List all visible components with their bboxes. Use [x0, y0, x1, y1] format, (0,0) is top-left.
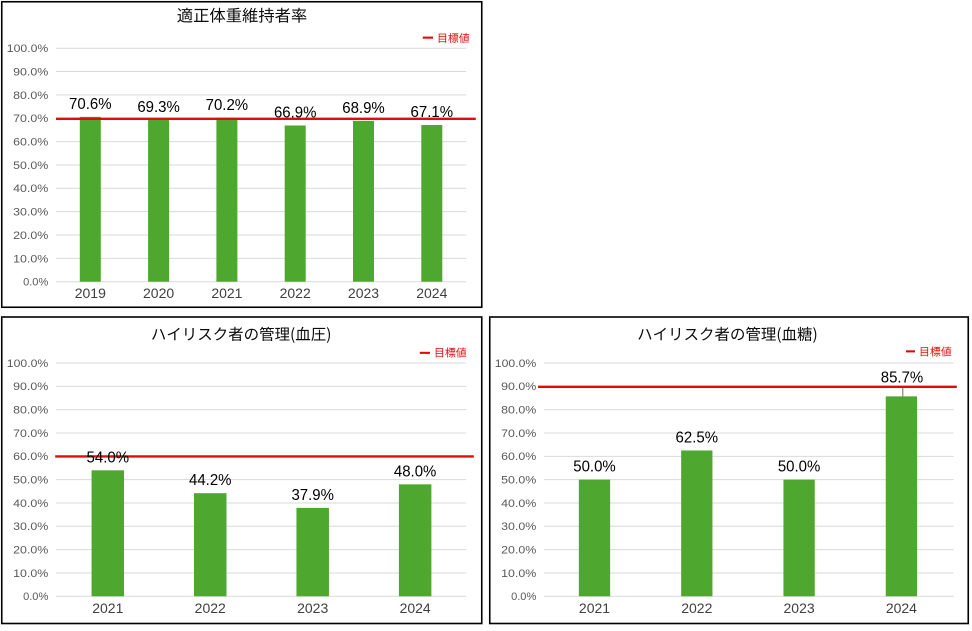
svg-text:0.0%: 0.0%: [23, 277, 48, 289]
svg-text:30.0%: 30.0%: [501, 521, 536, 533]
svg-text:2023: 2023: [297, 600, 328, 616]
svg-text:2024: 2024: [886, 600, 917, 616]
svg-text:20.0%: 20.0%: [501, 545, 536, 557]
svg-text:44.2%: 44.2%: [189, 472, 232, 489]
svg-text:90.0%: 90.0%: [501, 381, 536, 393]
svg-text:20.0%: 20.0%: [13, 545, 48, 557]
svg-text:80.0%: 80.0%: [501, 405, 536, 417]
svg-text:48.0%: 48.0%: [394, 463, 437, 480]
svg-text:30.0%: 30.0%: [13, 207, 48, 219]
svg-text:2021: 2021: [211, 285, 242, 301]
svg-text:2024: 2024: [416, 285, 447, 301]
svg-text:60.0%: 60.0%: [13, 451, 48, 463]
svg-text:90.0%: 90.0%: [13, 381, 48, 393]
svg-text:50.0%: 50.0%: [573, 459, 616, 476]
svg-text:70.2%: 70.2%: [206, 97, 249, 114]
svg-text:54.0%: 54.0%: [87, 449, 130, 466]
svg-text:67.1%: 67.1%: [411, 104, 454, 121]
svg-text:2022: 2022: [280, 285, 311, 301]
svg-text:50.0%: 50.0%: [778, 459, 821, 476]
svg-text:10.0%: 10.0%: [501, 568, 536, 580]
svg-text:2019: 2019: [75, 285, 106, 301]
svg-text:0.0%: 0.0%: [23, 591, 48, 603]
svg-text:70.6%: 70.6%: [69, 96, 112, 113]
svg-text:70.0%: 70.0%: [13, 428, 48, 440]
svg-text:2024: 2024: [400, 600, 431, 616]
svg-text:62.5%: 62.5%: [676, 429, 719, 446]
svg-text:10.0%: 10.0%: [13, 568, 48, 580]
svg-text:20.0%: 20.0%: [13, 230, 48, 242]
svg-text:100.0%: 100.0%: [7, 43, 49, 55]
svg-text:50.0%: 50.0%: [13, 475, 48, 487]
svg-text:69.3%: 69.3%: [137, 99, 180, 116]
svg-text:50.0%: 50.0%: [13, 160, 48, 172]
svg-text:60.0%: 60.0%: [501, 451, 536, 463]
svg-text:2020: 2020: [143, 285, 174, 301]
svg-text:40.0%: 40.0%: [501, 498, 536, 510]
svg-text:37.9%: 37.9%: [291, 487, 334, 504]
svg-text:50.0%: 50.0%: [501, 475, 536, 487]
svg-text:68.9%: 68.9%: [342, 100, 385, 117]
svg-text:2021: 2021: [92, 600, 123, 616]
svg-text:70.0%: 70.0%: [13, 113, 48, 125]
svg-text:70.0%: 70.0%: [501, 428, 536, 440]
svg-text:66.9%: 66.9%: [274, 104, 317, 121]
svg-text:60.0%: 60.0%: [13, 137, 48, 149]
svg-text:100.0%: 100.0%: [495, 358, 537, 370]
svg-text:40.0%: 40.0%: [13, 498, 48, 510]
svg-text:40.0%: 40.0%: [13, 183, 48, 195]
svg-text:0.0%: 0.0%: [511, 591, 536, 603]
svg-text:80.0%: 80.0%: [13, 405, 48, 417]
svg-text:10.0%: 10.0%: [13, 253, 48, 265]
svg-text:80.0%: 80.0%: [13, 90, 48, 102]
svg-text:85.7%: 85.7%: [881, 369, 924, 386]
svg-text:2022: 2022: [681, 600, 712, 616]
svg-text:90.0%: 90.0%: [13, 66, 48, 78]
svg-text:2023: 2023: [784, 600, 815, 616]
svg-text:100.0%: 100.0%: [7, 358, 49, 370]
svg-text:2023: 2023: [348, 285, 379, 301]
svg-text:2022: 2022: [195, 600, 226, 616]
svg-text:30.0%: 30.0%: [13, 521, 48, 533]
svg-text:2021: 2021: [579, 600, 610, 616]
